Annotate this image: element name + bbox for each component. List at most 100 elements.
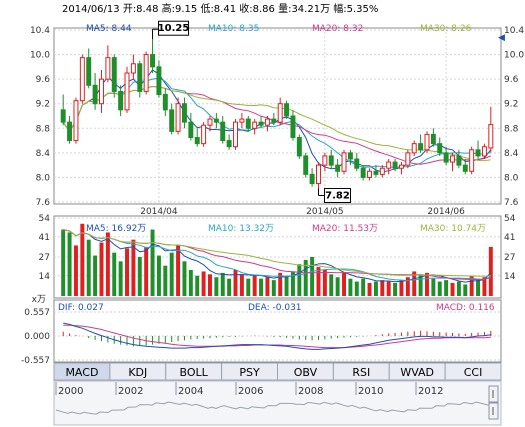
- candle-body: [418, 143, 424, 151]
- volume-ma10-line: [63, 229, 491, 282]
- volume-ma-label: MA5: 16.92万: [86, 224, 146, 234]
- price-y-ticks: 10.4 10.4 10.0 10.0 9.6 9.6 9.2 9.2 8.8 8.8 8.4 8.4…: [30, 26, 524, 208]
- candle-body: [258, 121, 264, 126]
- candle: [290, 109, 296, 141]
- volume-bar: [335, 277, 340, 296]
- candle: [137, 60, 143, 98]
- candle-body: [213, 118, 219, 123]
- candle-body: [424, 133, 430, 151]
- candle: [86, 48, 92, 89]
- candle: [156, 60, 162, 98]
- volume-bar: [373, 281, 378, 296]
- volume-bar: [137, 257, 142, 296]
- volume-bar: [380, 280, 385, 296]
- candle-body: [373, 170, 379, 175]
- candle: [105, 45, 111, 83]
- volume-bar: [163, 265, 168, 296]
- price-tick-left: 10.0: [30, 51, 50, 61]
- volume-bar: [259, 278, 264, 296]
- candle: [373, 165, 379, 178]
- volume-bar: [482, 277, 487, 296]
- candle-body: [462, 164, 468, 172]
- candle: [488, 106, 494, 153]
- candle: [271, 112, 277, 126]
- timeline-year: 2002: [118, 386, 143, 397]
- price-tick-right: 8.0: [504, 173, 519, 183]
- candle-body: [60, 109, 66, 123]
- candle-body: [181, 103, 187, 123]
- candle: [252, 119, 258, 135]
- tab-macd[interactable]: MACD: [53, 362, 111, 381]
- tab-wvad[interactable]: WVAD: [388, 362, 446, 381]
- volume-bar: [125, 248, 129, 296]
- tab-psy[interactable]: PSY: [221, 362, 278, 381]
- candle: [367, 168, 373, 181]
- volume-bar: [310, 257, 315, 296]
- candle: [130, 54, 136, 80]
- volume-bar: [131, 239, 136, 296]
- candle-body: [379, 167, 385, 175]
- candle-body: [92, 84, 98, 105]
- tab-label: RSI: [352, 366, 370, 379]
- candle: [296, 134, 302, 159]
- candle: [469, 146, 475, 175]
- candle-body: [488, 124, 494, 149]
- volume-tick-left: 14: [39, 272, 51, 282]
- dea-label: DEA: -0.031: [248, 303, 302, 313]
- price-tick-left: 8.0: [36, 173, 51, 183]
- tab-rsi[interactable]: RSI: [332, 362, 390, 381]
- quote-header: 2014/06/13 开:8.48 高:9.15 低:8.41 收:8.86 量…: [62, 2, 378, 15]
- volume-bar: [150, 229, 155, 296]
- tab-obv[interactable]: OBV: [277, 362, 334, 381]
- volume-bar: [73, 245, 78, 296]
- timeline-year: 2008: [298, 386, 323, 397]
- tab-background: [444, 362, 502, 381]
- candle: [79, 54, 85, 104]
- candle-body: [264, 118, 270, 126]
- candle: [239, 112, 245, 129]
- volume-bar: [476, 278, 481, 296]
- date-label: 2014/06: [427, 207, 465, 217]
- candle-body: [99, 78, 104, 105]
- volume-bar: [182, 261, 187, 296]
- candle-body: [201, 124, 207, 145]
- volume-bar: [418, 274, 423, 296]
- candle-body: [309, 173, 315, 185]
- candle-body: [162, 94, 168, 111]
- tab-kdj[interactable]: KDJ: [109, 362, 167, 381]
- candle: [322, 152, 328, 172]
- candle: [194, 128, 200, 147]
- volume-bar: [354, 281, 359, 296]
- volume-bar: [118, 261, 123, 296]
- candle: [462, 159, 468, 175]
- volume-ma5-line: [63, 229, 492, 283]
- timeline-history-line: [55, 401, 497, 415]
- timeline-year: 2006: [238, 386, 263, 397]
- price-tick-right: 8.8: [504, 124, 519, 134]
- candle: [456, 149, 462, 169]
- tab-label: OBV: [294, 366, 318, 379]
- candle: [475, 140, 481, 159]
- volume-ma-label: MA30: 10.74万: [420, 224, 486, 234]
- candle: [424, 131, 430, 153]
- macd-label: MACD: 0.116: [436, 303, 495, 313]
- timeline-handle[interactable]: [488, 385, 499, 420]
- candle-body: [284, 103, 290, 117]
- scroll-right-icon[interactable]: ◀: [498, 33, 505, 43]
- macd-y-ticks: 0.557 0.000 -0.557: [21, 308, 50, 366]
- candle: [450, 152, 455, 172]
- tab-cci[interactable]: CCI: [444, 362, 502, 381]
- candle-body: [86, 57, 92, 86]
- volume-bar: [220, 272, 225, 296]
- volume-bar: [284, 275, 289, 296]
- candle-body: [175, 103, 181, 132]
- price-ma-label: MA30: 8.26: [420, 24, 472, 34]
- candle-body: [245, 118, 251, 129]
- volume-bar: [316, 267, 321, 296]
- candle: [405, 149, 411, 169]
- volume-bar: [176, 245, 181, 296]
- volume-tick-left: 54: [39, 214, 51, 224]
- volume-bar: [188, 270, 193, 296]
- tab-boll[interactable]: BOLL: [165, 362, 223, 381]
- timeline-year: 2010: [358, 386, 383, 397]
